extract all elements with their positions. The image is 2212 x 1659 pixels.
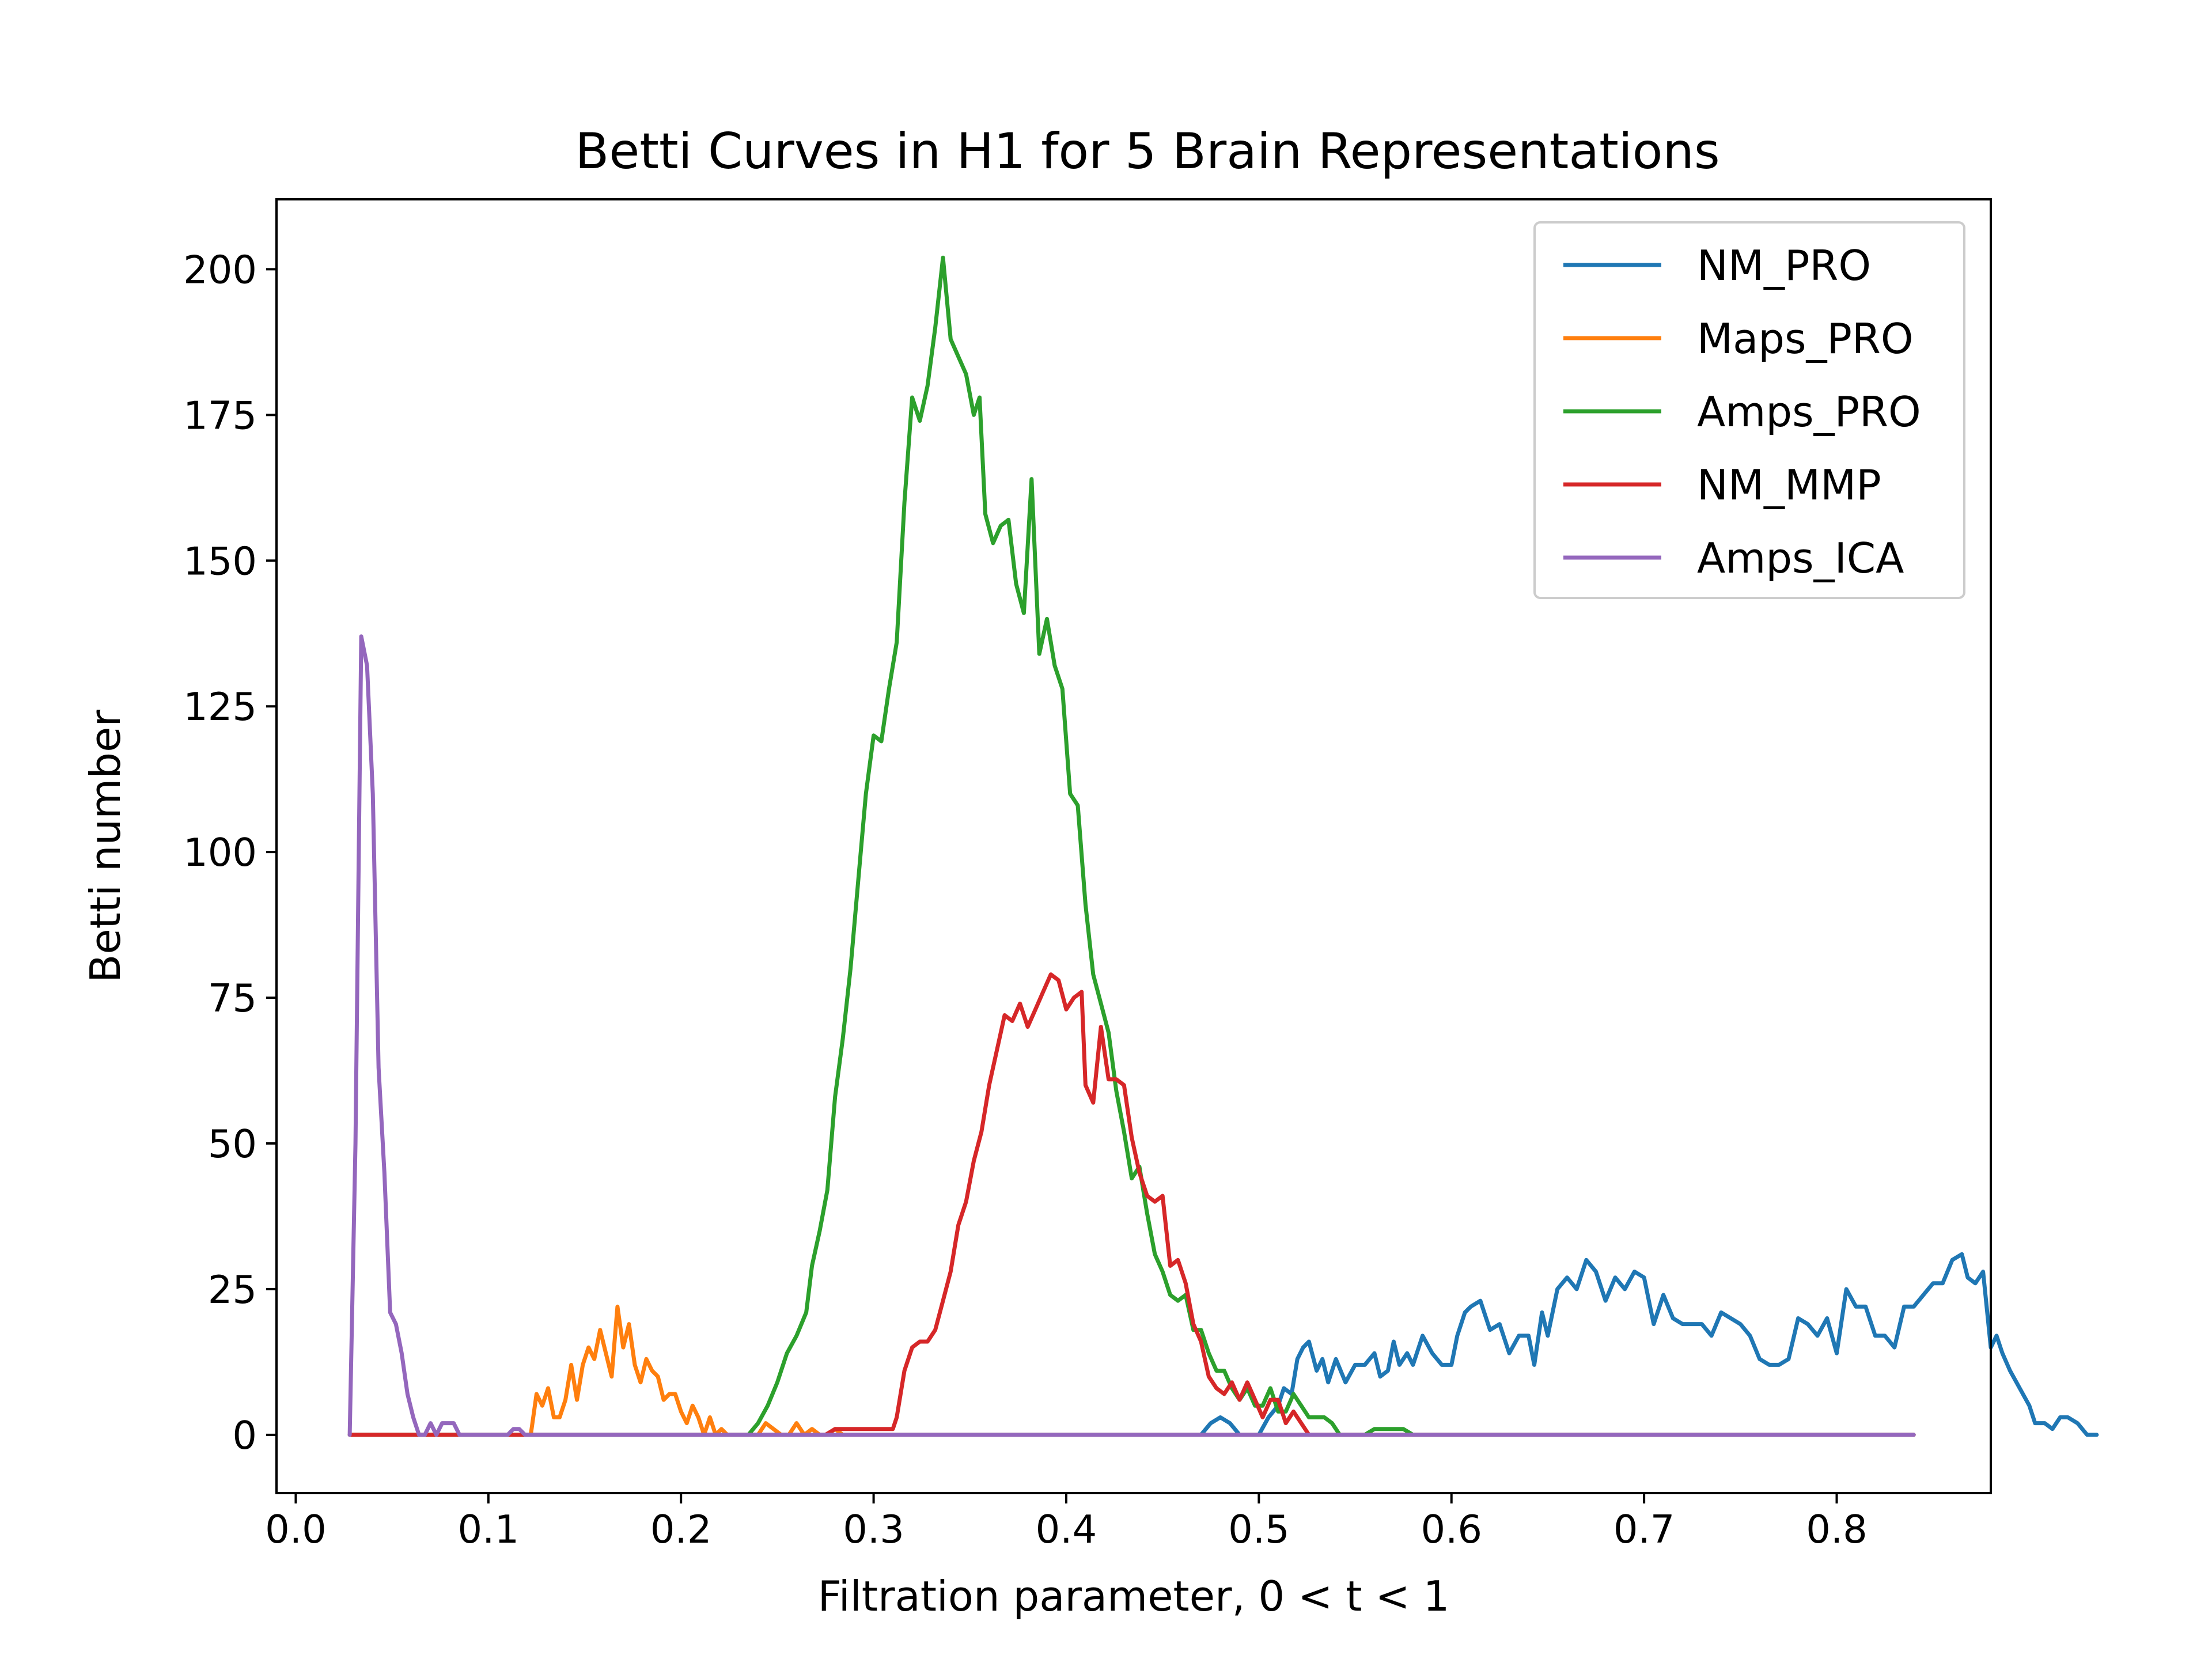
y-tick-label: 0 <box>232 1413 257 1458</box>
legend-label: Amps_PRO <box>1697 388 1921 436</box>
y-tick-label: 25 <box>208 1267 257 1312</box>
plot-frame <box>275 198 1992 1494</box>
x-tick-label: 0.8 <box>1806 1507 1868 1552</box>
legend-label: NM_MMP <box>1697 461 1881 509</box>
series-line-nm-pro <box>347 1252 2099 1437</box>
y-tick-label: 125 <box>183 684 257 729</box>
y-tick-label: 50 <box>208 1122 257 1166</box>
chart-title: Betti Curves in H1 for 5 Brain Represent… <box>575 123 1719 180</box>
legend-entries: NM_PRO Maps_PRO Amps_PRO NM_MMP Amps_ICA <box>1563 241 1921 582</box>
series-line-maps-pro <box>347 1304 1916 1437</box>
legend: NM_PRO Maps_PRO Amps_PRO NM_MMP Amps_ICA <box>1533 221 1965 599</box>
x-tick-label: 0.1 <box>458 1507 520 1552</box>
series-line-nm-mmp <box>347 972 1916 1437</box>
x-tick-label: 0.0 <box>265 1507 327 1552</box>
y-axis-label: Betti number <box>81 710 130 983</box>
x-tick-label: 0.7 <box>1613 1507 1675 1552</box>
y-tick-label: 100 <box>183 830 257 875</box>
x-tick-label: 0.6 <box>1421 1507 1482 1552</box>
x-tick-label: 0.5 <box>1228 1507 1290 1552</box>
plot-area <box>347 255 2099 1437</box>
y-tick-label: 175 <box>183 393 257 438</box>
x-axis: 0.0 0.1 0.2 0.3 0.4 0.5 0.6 0.7 0.8 <box>265 1493 1868 1552</box>
series-line-amps-ica <box>347 634 1916 1437</box>
y-tick-label: 200 <box>183 247 257 292</box>
x-tick-label: 0.3 <box>843 1507 904 1552</box>
x-axis-label: Filtration parameter, 0 < t < 1 <box>818 1572 1450 1620</box>
x-tick-label: 0.4 <box>1036 1507 1097 1552</box>
y-tick-label: 150 <box>183 539 257 584</box>
series-line-amps-pro <box>347 255 1916 1437</box>
x-tick-label: 0.2 <box>650 1507 712 1552</box>
legend-label: NM_PRO <box>1697 241 1871 290</box>
y-tick-label: 75 <box>208 976 257 1021</box>
legend-label: Maps_PRO <box>1697 315 1914 363</box>
legend-label: Amps_ICA <box>1697 534 1904 582</box>
y-axis: 0 25 50 75 100 125 150 175 200 <box>183 247 276 1458</box>
legend-frame <box>1533 221 1965 599</box>
